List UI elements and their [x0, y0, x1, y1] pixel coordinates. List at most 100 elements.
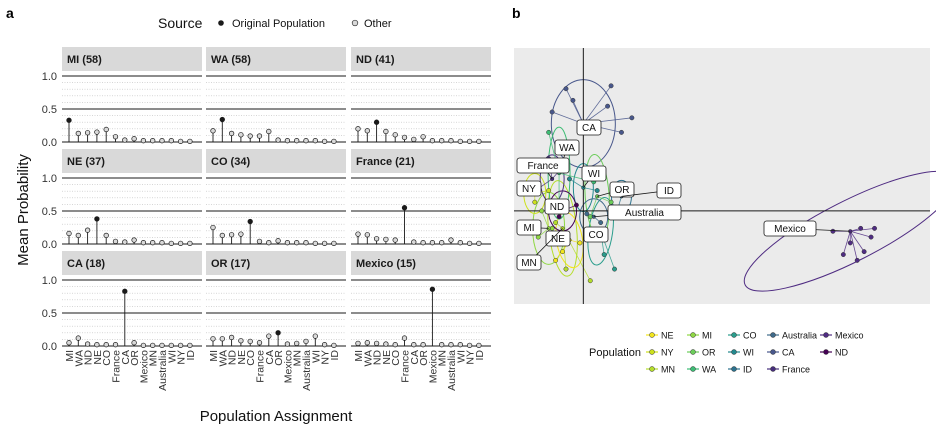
point-mn	[553, 220, 559, 225]
label-box-mn	[516, 254, 542, 271]
panel-b-legend: Population NE MI CO Australia Mexico NY OR WI CA…	[589, 331, 864, 375]
legend-item-australia: Australia	[767, 331, 817, 341]
x-tick-label-wa: WA	[362, 350, 374, 367]
legend-item-wa: WA	[687, 365, 716, 375]
x-tick-label-id: ID	[185, 350, 197, 361]
lollipop-point-id	[187, 240, 193, 246]
legend-item-or: OR	[687, 348, 716, 358]
spider-line-mi	[541, 210, 550, 229]
legend-item-wi: WI	[728, 348, 754, 358]
lollipop-point-australia	[159, 138, 165, 144]
lollipop-point-ne	[383, 341, 389, 347]
lollipop-point-mi	[66, 230, 72, 237]
lollipop-point-mexico	[284, 138, 291, 144]
lollipop-point-co	[392, 237, 398, 243]
legend-key-point	[770, 349, 776, 355]
x-tick-label-wa: WA	[73, 350, 85, 367]
label-text-co: CO	[589, 230, 604, 241]
panel-b-label: b	[512, 5, 521, 21]
facet-nd: ND (41)	[351, 47, 491, 144]
label-text-nd: ND	[550, 202, 564, 213]
lollipop-point-id	[187, 342, 193, 348]
point-wa	[546, 129, 552, 135]
label-box-id	[656, 182, 682, 199]
x-tick-label-mn: MN	[437, 350, 449, 366]
x-tick-label-ne: NE	[236, 350, 248, 365]
label-ny: NY	[516, 180, 542, 197]
facet-title: WA (58)	[211, 54, 251, 66]
lollipop-point-wi	[312, 333, 318, 339]
lollipop-point-nd	[373, 340, 380, 347]
point-ne	[560, 249, 565, 255]
legend-label-other: Other	[364, 18, 392, 30]
legend-key-point	[823, 349, 829, 355]
lollipop-point-ne	[94, 129, 100, 135]
x-tick-label-co: CO	[101, 350, 113, 366]
lollipop-point-ca	[266, 240, 272, 246]
x-tick-label-france: France	[111, 350, 123, 383]
lollipop-point-co	[103, 232, 109, 239]
lollipop-point-mexico	[140, 138, 147, 144]
x-tick-label-nd: ND	[227, 350, 239, 366]
lollipop-point-mn	[439, 240, 445, 246]
y-tick-label: 0.5	[42, 308, 57, 320]
lollipop-point-wi	[312, 138, 318, 144]
lollipop-point-australia	[448, 237, 454, 243]
spider-line-mexico	[849, 231, 865, 252]
lollipop-point-mi	[210, 224, 216, 231]
lollipop-point-id	[331, 342, 337, 348]
lollipop-point-mexico	[429, 138, 436, 144]
legend-label: WI	[743, 348, 754, 358]
x-tick-label-ca: CA	[264, 350, 276, 365]
legend-title-source: Source	[158, 15, 203, 31]
lollipop-point-mi	[66, 340, 72, 346]
lollipop-point-france	[256, 238, 263, 245]
x-tick-label-mexico: Mexico	[427, 350, 439, 383]
x-tick-label-mexico: Mexico	[138, 350, 150, 383]
point-wi	[594, 188, 600, 193]
legend-key-point	[690, 366, 696, 372]
legend-label: ID	[743, 365, 753, 375]
lollipop-point-nd	[84, 341, 91, 347]
lollipop-point-mn	[150, 240, 156, 246]
point-mn	[563, 266, 569, 272]
point-co	[612, 266, 617, 272]
facet-grid: MI (58) 0.0 0.5 1.0 WA (58) ND (41) NE (37) 0.0…	[42, 47, 491, 391]
lollipop-point-ny	[177, 342, 184, 348]
lollipop-point-australia	[159, 342, 165, 348]
x-tick-label-mn: MN	[292, 350, 304, 366]
lollipop-point-nd	[84, 130, 91, 136]
facet-title: NE (37)	[67, 156, 105, 168]
lollipop-point-ca	[266, 333, 272, 339]
lollipop-point-mi	[355, 231, 361, 237]
legend-item-mi: MI	[687, 331, 712, 341]
lollipop-point-australia	[448, 138, 454, 144]
legend-item-mn: MN	[646, 365, 675, 375]
lollipop-point-ny	[321, 342, 328, 348]
x-tick-label-mi: MI	[208, 350, 220, 362]
ellipse-mexico	[743, 170, 936, 292]
spider-line-or	[597, 195, 612, 203]
x-tick-label-id: ID	[329, 350, 341, 361]
x-tick-label-id: ID	[474, 350, 486, 361]
lollipop-point-ne	[238, 231, 244, 237]
lollipop-point-co	[247, 338, 253, 345]
lollipop-point-france	[401, 134, 408, 141]
label-mexico: Mexico	[763, 220, 851, 237]
label-text-ny: NY	[522, 184, 536, 195]
point-co	[601, 252, 607, 257]
lollipop-point-ny	[466, 240, 473, 246]
label-box-mexico	[763, 220, 817, 237]
legend-item-ne: NE	[646, 331, 674, 341]
label-text-ca: CA	[582, 123, 596, 134]
label-text-id: ID	[664, 186, 674, 197]
x-tick-label-ne: NE	[92, 350, 104, 365]
x-tick-label-co: CO	[390, 350, 402, 366]
label-ne: NE	[545, 230, 571, 247]
point-mexico	[868, 234, 874, 240]
spider-line-mexico	[850, 230, 872, 238]
lollipop-point-id	[331, 138, 337, 144]
legend-label: France	[782, 365, 810, 375]
panel-a-label: a	[6, 5, 14, 21]
